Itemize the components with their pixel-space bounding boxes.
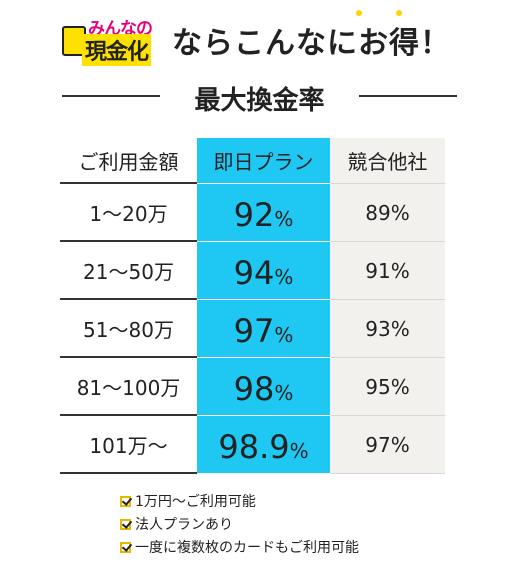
plan-unit: % <box>289 439 309 463</box>
other-cell: 93% <box>330 300 445 358</box>
note: 一度に複数枚のカードもご利用可能 <box>120 537 359 557</box>
check-icon <box>120 541 131 553</box>
rule <box>359 95 457 97</box>
plan-cell: 94% <box>197 242 330 300</box>
column-header: 即日プラン <box>197 138 330 184</box>
subtitle: 最大換金率 <box>194 86 325 116</box>
note: 法人プランあり <box>120 514 233 534</box>
plan-rate: 97 <box>233 312 275 350</box>
plan-unit: % <box>274 381 294 405</box>
plan-cell: 98% <box>197 358 330 416</box>
plan-cell: 98.9% <box>197 416 330 474</box>
plan-rate: 98.9 <box>218 428 290 466</box>
note-text: 1万円〜ご利用可能 <box>135 494 256 510</box>
amount-cell: 51〜80万 <box>60 300 197 358</box>
decoration-dot <box>396 10 402 16</box>
column-header: ご利用金額 <box>60 138 197 184</box>
column-header: 競合他社 <box>330 138 445 184</box>
plan-rate: 94 <box>233 254 275 292</box>
plan-rate: 98 <box>233 370 275 408</box>
rule <box>62 95 160 97</box>
plan-cell: 92% <box>197 184 330 242</box>
other-cell: 89% <box>330 184 445 242</box>
plan-cell: 97% <box>197 300 330 358</box>
plan-unit: % <box>274 207 294 231</box>
decoration-dot <box>356 10 362 16</box>
amount-cell: 81〜100万 <box>60 358 197 416</box>
other-cell: 97% <box>330 416 445 474</box>
plan-unit: % <box>274 265 294 289</box>
other-cell: 91% <box>330 242 445 300</box>
check-icon <box>120 495 131 507</box>
other-cell: 95% <box>330 358 445 416</box>
note-text: 一度に複数枚のカードもご利用可能 <box>135 540 359 556</box>
note: 1万円〜ご利用可能 <box>120 491 256 511</box>
amount-cell: 1〜20万 <box>60 184 197 242</box>
title: ならこんなにお得！ <box>172 26 451 61</box>
plan-rate: 92 <box>233 196 275 234</box>
amount-cell: 21〜50万 <box>60 242 197 300</box>
check-icon <box>120 518 131 530</box>
note-text: 法人プランあり <box>135 517 233 533</box>
logo-line-2: 現金化 <box>82 34 152 66</box>
amount-cell: 101万〜 <box>60 416 197 474</box>
logo: みんなの 現金化 <box>62 14 172 66</box>
plan-unit: % <box>274 323 294 347</box>
